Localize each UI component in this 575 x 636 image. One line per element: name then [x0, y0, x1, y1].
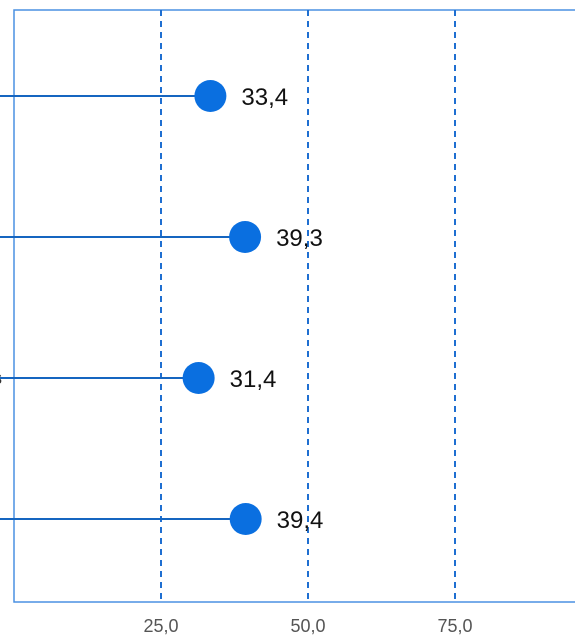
x-axis-ticks: 25,0 50,0 75,0	[143, 616, 472, 636]
category-labels: s	[0, 368, 2, 388]
dot-3	[229, 503, 262, 535]
x-tick-label: 75,0	[437, 616, 472, 636]
value-label-3: 39,4	[277, 507, 324, 534]
stems	[0, 95, 246, 520]
dot-2	[182, 362, 215, 394]
plot-frame	[13, 9, 575, 603]
value-label-0: 33,4	[241, 84, 288, 111]
value-label-2: 31,4	[230, 366, 277, 393]
x-tick-label: 50,0	[290, 616, 325, 636]
category-label-2: s	[0, 368, 2, 388]
dots	[182, 80, 262, 535]
x-tick-label: 25,0	[143, 616, 178, 636]
value-label-1: 39,3	[276, 225, 323, 252]
dot-1	[229, 221, 262, 253]
data-labels: 33,4 39,3 31,4 39,4	[230, 84, 324, 534]
dot-0	[194, 80, 227, 112]
